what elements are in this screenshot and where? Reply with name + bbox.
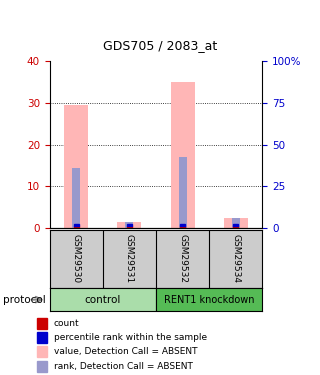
Bar (233, 224, 238, 226)
Bar (50, 288, 156, 311)
Text: GDS705 / 2083_at: GDS705 / 2083_at (103, 39, 217, 52)
Bar (156, 288, 262, 311)
Bar (37, 332, 47, 343)
Bar (74, 226, 79, 228)
Text: GSM29531: GSM29531 (125, 234, 134, 284)
Text: GSM29532: GSM29532 (178, 234, 187, 284)
Bar (233, 226, 238, 228)
Text: control: control (84, 295, 121, 304)
Bar (125, 222, 133, 228)
Bar (127, 226, 132, 228)
Text: GSM29534: GSM29534 (231, 234, 240, 284)
Bar (180, 226, 185, 228)
Text: RENT1 knockdown: RENT1 knockdown (164, 295, 254, 304)
Bar (232, 217, 240, 228)
Bar (37, 346, 47, 357)
Text: value, Detection Call = ABSENT: value, Detection Call = ABSENT (54, 347, 197, 356)
Bar (224, 217, 248, 228)
Text: GSM29530: GSM29530 (72, 234, 81, 284)
Bar (37, 362, 47, 372)
Bar (179, 157, 187, 228)
Text: percentile rank within the sample: percentile rank within the sample (54, 333, 207, 342)
Bar (72, 168, 80, 228)
Bar (37, 318, 47, 329)
Text: count: count (54, 319, 79, 328)
Bar (127, 224, 132, 226)
Bar (64, 105, 88, 228)
Text: rank, Detection Call = ABSENT: rank, Detection Call = ABSENT (54, 362, 193, 371)
Bar (117, 222, 141, 228)
Bar (74, 224, 79, 226)
Text: protocol: protocol (3, 295, 46, 304)
Bar (180, 224, 185, 226)
Bar (171, 82, 195, 228)
